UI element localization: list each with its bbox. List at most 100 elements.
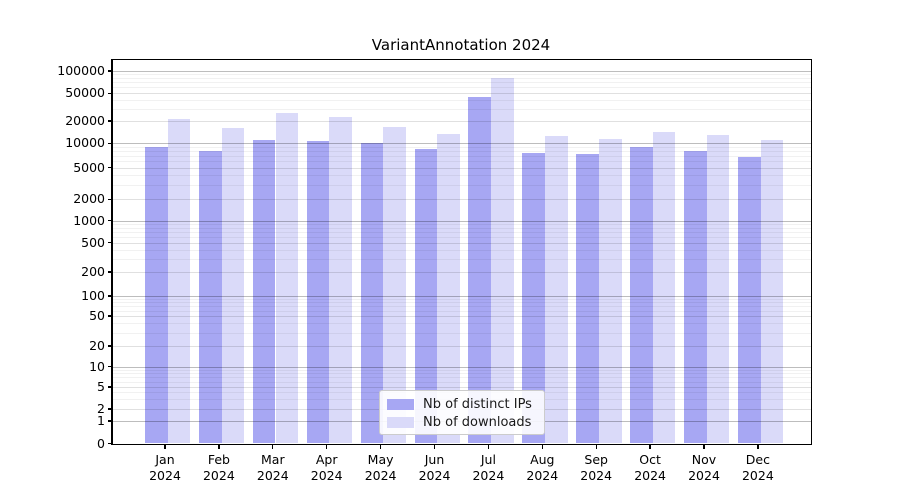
y-axis-tick-label: 50000 <box>65 85 105 101</box>
bar-distinct-ips-jul <box>468 97 492 444</box>
y-axis-tick-label: 10 <box>89 358 105 374</box>
gridline <box>112 185 811 187</box>
legend: Nb of distinct IPs Nb of downloads <box>379 390 545 435</box>
y-tick-mark <box>107 345 112 347</box>
bar-distinct-ips-jun <box>414 149 438 444</box>
y-tick-mark <box>107 295 112 297</box>
gridline <box>112 332 811 334</box>
y-axis-tick-label: 1000 <box>73 212 105 228</box>
bar-distinct-ips-feb <box>198 150 222 444</box>
gridline <box>112 155 811 157</box>
gridline <box>112 143 811 145</box>
bar-downloads-feb <box>221 128 245 444</box>
y-tick-mark <box>107 70 112 72</box>
y-axis-tick-label: 200 <box>81 264 105 279</box>
y-axis-tick-label: 10000 <box>65 135 105 151</box>
y-axis-tick-label: 5 <box>97 379 105 394</box>
gridline <box>112 78 811 80</box>
bar-downloads-dec <box>760 139 784 444</box>
gridline <box>112 369 811 371</box>
gridline <box>112 306 811 308</box>
x-axis-tick-label: Apr 2024 <box>310 452 343 483</box>
y-tick-mark <box>107 420 112 422</box>
gridline <box>112 161 811 163</box>
gridline <box>112 310 811 312</box>
x-axis-tick-label: Feb 2024 <box>202 452 235 483</box>
gridline <box>112 151 811 153</box>
y-axis-tick-label: 0 <box>97 435 105 451</box>
gridline <box>112 74 811 76</box>
top-spine <box>111 58 812 60</box>
bar-distinct-ips-may <box>360 142 384 444</box>
gridline <box>112 220 811 222</box>
y-tick-mark <box>107 120 112 122</box>
bottom-spine <box>111 443 812 445</box>
y-axis-tick-label: 100 <box>81 288 105 303</box>
gridline <box>112 199 811 201</box>
y-axis-tick-label: 100000 <box>57 63 105 78</box>
x-axis-tick-label: Jan 2024 <box>149 452 181 483</box>
x-tick-mark <box>272 445 274 449</box>
y-tick-mark <box>107 92 112 94</box>
legend-item: Nb of downloads <box>387 414 536 430</box>
x-tick-mark <box>218 445 220 449</box>
x-tick-mark <box>433 445 436 449</box>
x-tick-mark <box>703 445 705 449</box>
x-axis-tick-label: Jul 2024 <box>472 452 505 483</box>
gridline <box>112 175 811 177</box>
legend-swatch-downloads <box>387 416 414 428</box>
gridline <box>112 242 811 244</box>
y-tick-mark <box>107 242 112 244</box>
x-tick-mark <box>164 445 166 449</box>
gridline <box>112 249 811 251</box>
x-axis-tick-label: May 2024 <box>364 452 397 483</box>
gridline <box>112 227 811 229</box>
y-axis-tick-label: 5000 <box>73 159 105 175</box>
gridline <box>112 377 811 379</box>
y-tick-mark <box>107 315 112 317</box>
gridline <box>112 296 811 297</box>
y-tick-mark <box>107 167 112 169</box>
gridline <box>112 373 811 375</box>
y-tick-mark <box>107 408 112 410</box>
x-tick-mark <box>326 445 328 449</box>
gridline <box>112 224 811 226</box>
gridline <box>112 108 811 110</box>
y-tick-mark <box>107 198 112 200</box>
bar-distinct-ips-jan <box>145 147 168 444</box>
x-axis-tick-label: Jun 2024 <box>418 452 451 483</box>
gridline <box>112 381 811 383</box>
x-axis-tick-label: Nov 2024 <box>688 452 720 483</box>
y-axis-tick-label: 2000 <box>73 191 105 207</box>
gridline <box>112 302 811 304</box>
gridline <box>112 100 811 102</box>
gridline <box>112 236 811 238</box>
gridline <box>112 366 811 368</box>
bar-downloads-jan <box>167 118 191 444</box>
x-axis-tick-label: Sep 2024 <box>580 452 613 483</box>
bar-downloads-apr <box>329 116 353 444</box>
y-axis-tick-label: 500 <box>81 234 105 250</box>
bar-distinct-ips-dec <box>737 157 761 444</box>
y-axis-tick-label: 50 <box>89 308 105 323</box>
x-tick-mark <box>757 445 759 449</box>
legend-label-downloads: Nb of downloads <box>423 414 532 430</box>
legend-label-distinct-ips: Nb of distinct IPs <box>423 396 532 412</box>
y-tick-mark <box>107 442 112 445</box>
left-spine <box>111 58 113 445</box>
bar-downloads-jul <box>491 77 514 444</box>
plot-area <box>112 60 811 444</box>
y-tick-mark <box>107 366 112 368</box>
gridline <box>112 346 811 347</box>
gridline <box>112 323 811 325</box>
x-tick-mark <box>379 445 382 449</box>
gridline <box>112 82 811 84</box>
x-tick-mark <box>649 445 651 449</box>
gridline <box>112 167 811 169</box>
y-axis-tick-label: 20 <box>89 338 105 353</box>
right-spine <box>810 58 812 445</box>
gridline <box>112 147 811 148</box>
y-tick-mark <box>107 142 112 144</box>
y-tick-mark <box>107 271 112 273</box>
bar-downloads-may <box>383 126 406 444</box>
